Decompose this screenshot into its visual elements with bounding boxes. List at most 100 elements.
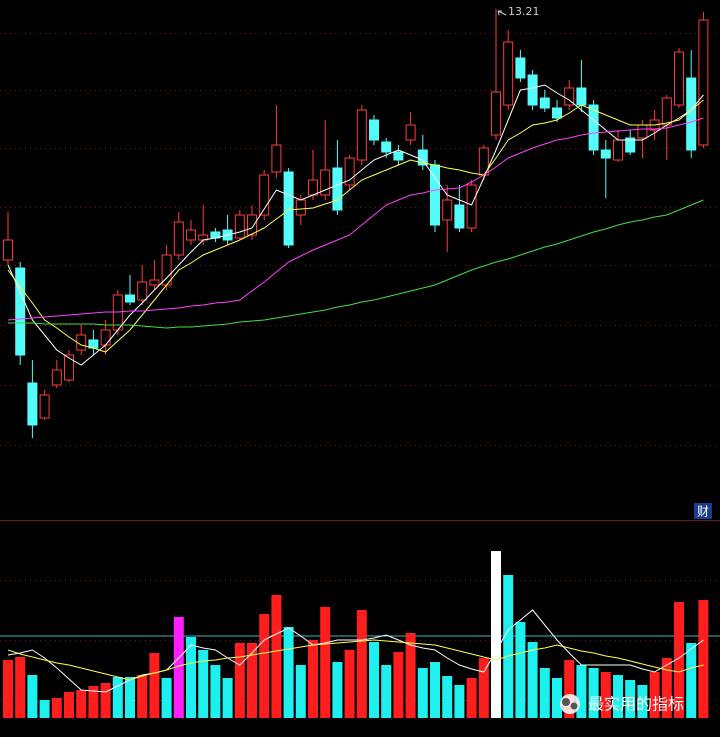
volume-bar [137, 675, 148, 718]
volume-bar [515, 622, 526, 718]
candle-body [527, 74, 538, 106]
volume-bar [478, 658, 489, 718]
volume-bar [369, 642, 379, 718]
candle-body [576, 87, 587, 106]
volume-bar [503, 575, 514, 718]
volume-bar [527, 642, 538, 718]
candle-body [515, 57, 526, 79]
volume-bar [393, 652, 404, 718]
candle-body [295, 199, 306, 216]
volume-bar [649, 672, 660, 718]
candle-body [466, 184, 477, 229]
volume-bar [3, 660, 13, 718]
candle-body [564, 87, 575, 106]
volume-bar [698, 600, 709, 718]
volume-bar [686, 643, 697, 718]
volume-bar [539, 668, 550, 718]
volume-bar [259, 614, 270, 718]
volume-bar [100, 683, 111, 718]
candle-body [539, 97, 550, 109]
candle-body [625, 137, 636, 153]
volume-bar [173, 617, 184, 718]
volume-bar [27, 675, 38, 718]
moving-average-line [7, 99, 704, 353]
candle-body [137, 281, 148, 301]
candle-body [454, 204, 465, 229]
volume-bar [625, 680, 636, 718]
candle-body [3, 239, 13, 261]
volume-bar [588, 668, 599, 718]
volume-bar [51, 698, 62, 718]
candle-body [100, 329, 111, 346]
moving-average-line [7, 84, 704, 366]
volume-bar [661, 658, 672, 718]
volume-bar [76, 690, 87, 718]
price-panel: 13.21 [0, 5, 720, 446]
volume-bar [320, 607, 331, 718]
volume-bar [356, 610, 367, 718]
candle-body [332, 167, 343, 211]
candle-body [27, 382, 38, 426]
moving-average-line [7, 639, 704, 681]
candle-body [381, 141, 392, 153]
candle-body [588, 104, 599, 151]
candle-body [173, 221, 184, 256]
volume-panel [0, 551, 720, 718]
volume-bar [161, 678, 172, 718]
volume-bar [308, 640, 318, 718]
candle-body [674, 51, 684, 106]
candle-body [125, 294, 135, 303]
volume-bar [332, 662, 343, 718]
badge-box [694, 503, 712, 519]
watermark-icon [570, 702, 578, 710]
volume-bar [210, 665, 221, 718]
volume-bar [234, 643, 245, 718]
watermark: 最实用的指标 [560, 694, 684, 714]
candle-body [344, 157, 355, 186]
candle-body [247, 214, 257, 236]
candle-body [686, 77, 697, 151]
candle-body [661, 97, 672, 126]
candle-body [15, 267, 26, 356]
volume-bar [112, 677, 123, 718]
candle-body [442, 199, 453, 221]
volume-bar [149, 653, 160, 718]
volume-bar [15, 657, 26, 718]
candle-body [320, 169, 331, 196]
candle-body [491, 91, 501, 136]
candle-body [698, 19, 709, 146]
candle-body [552, 107, 562, 119]
volume-bar [417, 668, 428, 718]
candle-body [149, 279, 160, 286]
candle-body [405, 124, 416, 141]
volume-bar [552, 678, 562, 718]
moving-average-line [7, 609, 704, 693]
volume-bar [88, 686, 99, 718]
candle-body [356, 109, 367, 161]
volume-bar [198, 650, 209, 718]
candle-body [64, 354, 74, 381]
volume-bar [271, 595, 282, 718]
high-marker [497, 10, 507, 16]
candle-body [613, 139, 623, 161]
badge: 财 [697, 505, 709, 519]
candle-body [600, 149, 611, 159]
volume-bar [674, 602, 684, 718]
watermark-text: 最实用的指标 [588, 695, 684, 714]
candle-body [369, 119, 379, 141]
volume-bar [430, 662, 440, 718]
volume-bar [454, 685, 465, 718]
candle-body [259, 174, 270, 216]
watermark-icon [562, 698, 570, 706]
volume-bar [39, 700, 50, 718]
candle-body [283, 171, 294, 246]
high-label: 13.21 [508, 5, 540, 18]
volume-bar [637, 685, 648, 718]
volume-bar [295, 665, 306, 718]
moving-average-line [7, 117, 704, 321]
moving-average-line [8, 199, 704, 329]
volume-bar [381, 665, 392, 718]
volume-bar [64, 692, 74, 718]
candle-body [39, 394, 50, 419]
candle-body [51, 369, 62, 386]
